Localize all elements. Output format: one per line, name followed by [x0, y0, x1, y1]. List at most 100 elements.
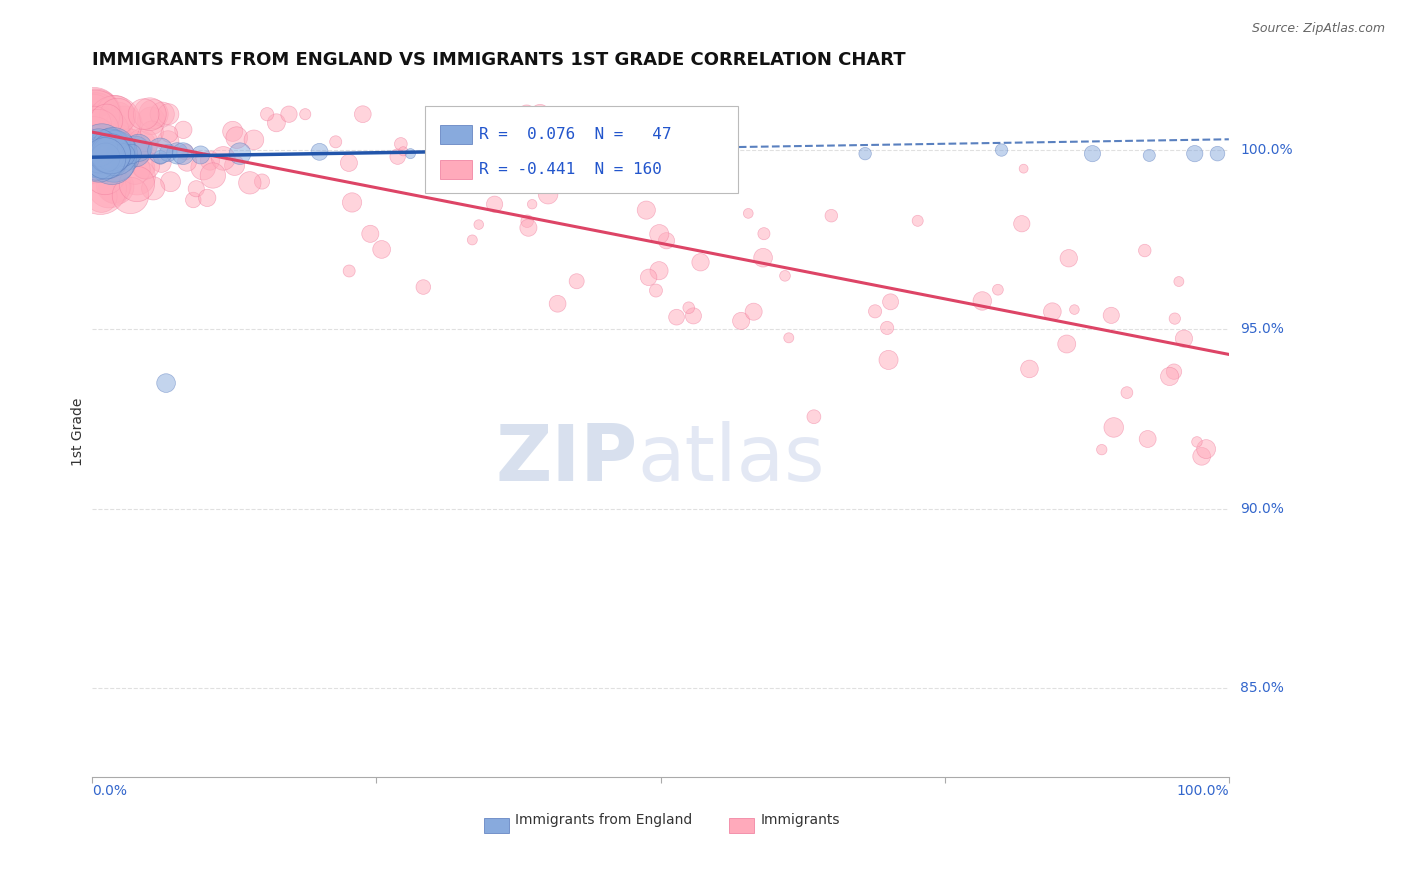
Point — [98, 144, 121, 158]
Point — [352, 107, 374, 121]
Point — [105, 140, 128, 154]
Point — [484, 197, 506, 211]
Point — [678, 301, 700, 315]
Point — [682, 309, 704, 323]
Point — [529, 107, 551, 121]
Point — [83, 151, 105, 165]
Point — [82, 107, 104, 121]
Point — [101, 142, 124, 156]
Point — [114, 149, 136, 163]
Point — [1159, 369, 1181, 384]
Point — [87, 141, 110, 155]
Point — [107, 132, 129, 146]
Point — [155, 376, 177, 390]
Point — [83, 141, 105, 155]
Point — [1164, 311, 1187, 326]
Point — [256, 107, 278, 121]
Point — [118, 153, 141, 167]
Point — [84, 107, 107, 121]
Point — [337, 264, 360, 278]
Point — [1184, 146, 1206, 161]
Point — [1136, 432, 1159, 446]
Point — [752, 251, 775, 265]
Point — [706, 148, 728, 162]
Text: 95.0%: 95.0% — [1240, 322, 1284, 336]
Point — [94, 151, 117, 165]
Text: ZIP: ZIP — [495, 421, 638, 497]
Point — [648, 263, 671, 277]
Text: 85.0%: 85.0% — [1240, 681, 1284, 695]
Point — [94, 168, 117, 182]
Point — [1081, 146, 1104, 161]
Point — [90, 107, 112, 121]
Point — [752, 227, 775, 241]
Point — [565, 274, 588, 288]
Point — [112, 148, 135, 162]
Point — [224, 158, 246, 172]
Point — [637, 270, 659, 285]
Point — [181, 193, 204, 207]
Point — [879, 294, 901, 309]
Point — [132, 161, 155, 175]
Point — [132, 107, 155, 121]
Point — [86, 150, 108, 164]
Point — [150, 107, 173, 121]
Point — [98, 128, 121, 142]
Point — [87, 148, 110, 162]
Point — [94, 148, 117, 162]
Point — [132, 136, 155, 151]
Point — [537, 187, 560, 202]
Point — [176, 154, 198, 169]
Point — [82, 140, 104, 154]
Point — [83, 145, 105, 159]
Point — [150, 155, 173, 169]
Point — [87, 107, 110, 121]
Point — [107, 111, 129, 125]
Point — [139, 107, 162, 121]
Point — [877, 353, 900, 368]
Point — [987, 283, 1010, 297]
Point — [157, 127, 180, 141]
Point — [742, 304, 765, 318]
Point — [120, 188, 142, 202]
Point — [83, 132, 105, 146]
Point — [83, 159, 105, 173]
Point — [104, 146, 127, 161]
Point — [87, 155, 110, 169]
Point — [83, 117, 105, 131]
Point — [97, 144, 120, 158]
Point — [84, 153, 107, 167]
Point — [103, 178, 125, 193]
Point — [83, 121, 105, 136]
Point — [107, 109, 129, 123]
Point — [124, 145, 146, 159]
Point — [90, 149, 112, 163]
Text: 100.0%: 100.0% — [1240, 143, 1292, 157]
Point — [340, 195, 363, 210]
Point — [149, 150, 172, 164]
Point — [98, 179, 121, 194]
Point — [1102, 420, 1125, 434]
Point — [159, 175, 181, 189]
Point — [135, 158, 157, 172]
FancyBboxPatch shape — [425, 106, 738, 193]
Point — [89, 181, 111, 195]
Point — [84, 160, 107, 174]
Point — [104, 107, 127, 121]
Point — [370, 243, 392, 257]
Text: Immigrants from England: Immigrants from England — [515, 814, 692, 828]
Point — [325, 135, 347, 149]
Point — [105, 179, 128, 194]
Point — [399, 146, 422, 161]
Point — [190, 148, 212, 162]
Point — [83, 132, 105, 146]
Point — [141, 125, 163, 139]
Point — [294, 107, 316, 121]
Point — [112, 117, 135, 131]
Point — [96, 145, 118, 160]
Point — [1012, 161, 1035, 176]
Point — [491, 155, 513, 169]
Point — [103, 142, 125, 156]
Bar — [440, 160, 472, 179]
Point — [636, 203, 658, 218]
